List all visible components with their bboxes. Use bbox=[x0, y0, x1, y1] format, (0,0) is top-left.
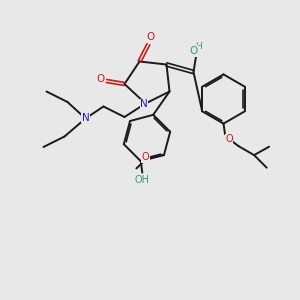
Text: N: N bbox=[82, 113, 89, 123]
Text: O: O bbox=[147, 32, 155, 43]
Text: N: N bbox=[140, 99, 148, 109]
Text: O: O bbox=[189, 46, 198, 56]
Text: H: H bbox=[195, 42, 201, 51]
Text: O: O bbox=[225, 134, 233, 144]
Text: OH: OH bbox=[135, 175, 150, 185]
Text: O: O bbox=[142, 152, 149, 162]
Text: O: O bbox=[96, 74, 105, 84]
